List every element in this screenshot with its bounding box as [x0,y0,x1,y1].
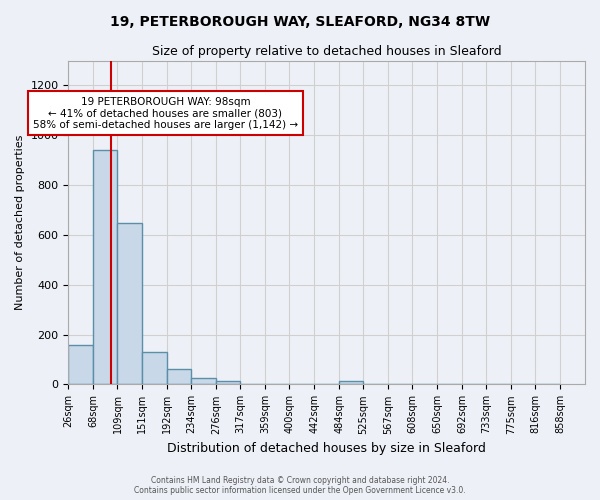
X-axis label: Distribution of detached houses by size in Sleaford: Distribution of detached houses by size … [167,442,486,455]
Text: Contains HM Land Registry data © Crown copyright and database right 2024.
Contai: Contains HM Land Registry data © Crown c… [134,476,466,495]
Text: 19 PETERBOROUGH WAY: 98sqm
← 41% of detached houses are smaller (803)
58% of sem: 19 PETERBOROUGH WAY: 98sqm ← 41% of deta… [33,96,298,130]
Bar [167,370,191,384]
Bar [216,382,241,384]
Bar [339,380,364,384]
Bar [68,344,93,385]
Bar [191,378,216,384]
Bar [142,352,167,384]
Bar [93,150,118,384]
Text: 19, PETERBOROUGH WAY, SLEAFORD, NG34 8TW: 19, PETERBOROUGH WAY, SLEAFORD, NG34 8TW [110,15,490,29]
Bar [118,222,142,384]
Y-axis label: Number of detached properties: Number of detached properties [15,135,25,310]
Title: Size of property relative to detached houses in Sleaford: Size of property relative to detached ho… [152,45,502,58]
